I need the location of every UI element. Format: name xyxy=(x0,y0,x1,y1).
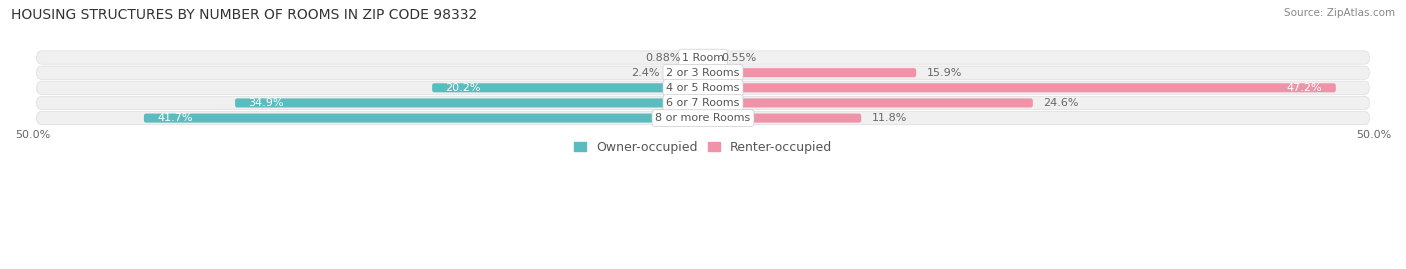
Text: 0.55%: 0.55% xyxy=(721,52,756,62)
Text: 8 or more Rooms: 8 or more Rooms xyxy=(655,113,751,123)
FancyBboxPatch shape xyxy=(692,53,703,62)
FancyBboxPatch shape xyxy=(37,96,1369,109)
FancyBboxPatch shape xyxy=(37,111,1369,125)
Text: 20.2%: 20.2% xyxy=(446,83,481,93)
FancyBboxPatch shape xyxy=(235,98,703,108)
Text: 2 or 3 Rooms: 2 or 3 Rooms xyxy=(666,68,740,78)
FancyBboxPatch shape xyxy=(37,66,1369,79)
Text: 24.6%: 24.6% xyxy=(1043,98,1078,108)
FancyBboxPatch shape xyxy=(143,114,703,123)
Text: 2.4%: 2.4% xyxy=(631,68,659,78)
FancyBboxPatch shape xyxy=(703,53,710,62)
FancyBboxPatch shape xyxy=(671,68,703,77)
Text: HOUSING STRUCTURES BY NUMBER OF ROOMS IN ZIP CODE 98332: HOUSING STRUCTURES BY NUMBER OF ROOMS IN… xyxy=(11,8,478,22)
FancyBboxPatch shape xyxy=(37,81,1369,94)
Legend: Owner-occupied, Renter-occupied: Owner-occupied, Renter-occupied xyxy=(568,136,838,159)
Text: Source: ZipAtlas.com: Source: ZipAtlas.com xyxy=(1284,8,1395,18)
Text: 0.88%: 0.88% xyxy=(645,52,681,62)
Text: 11.8%: 11.8% xyxy=(872,113,907,123)
FancyBboxPatch shape xyxy=(703,83,1336,92)
Text: 1 Room: 1 Room xyxy=(682,52,724,62)
Text: 6 or 7 Rooms: 6 or 7 Rooms xyxy=(666,98,740,108)
FancyBboxPatch shape xyxy=(703,114,862,123)
Text: 15.9%: 15.9% xyxy=(927,68,962,78)
Text: 47.2%: 47.2% xyxy=(1286,83,1323,93)
FancyBboxPatch shape xyxy=(703,68,917,77)
Text: 4 or 5 Rooms: 4 or 5 Rooms xyxy=(666,83,740,93)
Text: 41.7%: 41.7% xyxy=(157,113,193,123)
FancyBboxPatch shape xyxy=(703,98,1033,108)
FancyBboxPatch shape xyxy=(37,51,1369,64)
Text: 34.9%: 34.9% xyxy=(249,98,284,108)
FancyBboxPatch shape xyxy=(432,83,703,92)
